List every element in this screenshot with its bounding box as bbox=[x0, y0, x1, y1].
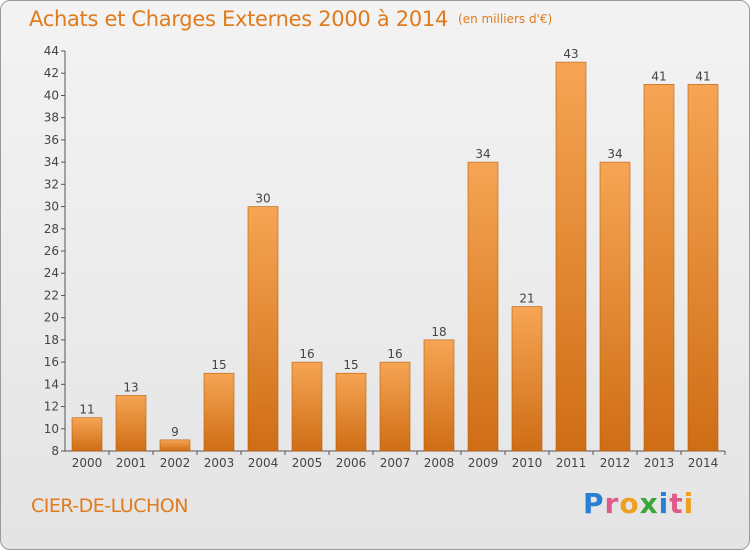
data-label-2003: 15 bbox=[211, 358, 226, 372]
y-tick-label: 26 bbox=[44, 244, 59, 258]
data-label-2014: 41 bbox=[695, 69, 710, 83]
bar-2001 bbox=[115, 395, 147, 452]
data-label-2005: 16 bbox=[299, 347, 314, 361]
data-label-2007: 16 bbox=[387, 347, 402, 361]
x-tick-label: 2014 bbox=[688, 456, 719, 470]
data-label-2001: 13 bbox=[123, 380, 138, 394]
logo-letter: x bbox=[639, 487, 659, 520]
bar-2006 bbox=[335, 372, 367, 452]
y-tick-label: 28 bbox=[44, 222, 59, 236]
title-row: Achats et Charges Externes 2000 à 2014 (e… bbox=[29, 7, 552, 31]
logo-letter: i bbox=[683, 487, 695, 520]
bar-2009 bbox=[467, 161, 499, 452]
x-tick-label: 2002 bbox=[160, 456, 191, 470]
logo-letter: t bbox=[669, 487, 684, 520]
y-tick-label: 30 bbox=[44, 200, 59, 214]
data-label-2002: 9 bbox=[171, 425, 179, 439]
bar-2013 bbox=[643, 84, 675, 452]
bar-2011 bbox=[555, 61, 587, 452]
data-label-2006: 15 bbox=[343, 358, 358, 372]
y-tick-label: 8 bbox=[51, 444, 59, 458]
proxiti-logo[interactable]: Proxiti bbox=[583, 487, 694, 520]
bar-2005 bbox=[291, 361, 323, 452]
data-label-2013: 41 bbox=[651, 69, 666, 83]
x-tick-label: 2010 bbox=[512, 456, 543, 470]
chart-title: Achats et Charges Externes 2000 à 2014 bbox=[29, 7, 449, 31]
data-label-2012: 34 bbox=[607, 147, 622, 161]
y-tick-label: 34 bbox=[44, 155, 59, 169]
x-tick-label: 2004 bbox=[248, 456, 279, 470]
x-tick-label: 2000 bbox=[72, 456, 103, 470]
logo-letter: o bbox=[619, 487, 640, 520]
logo-letter: i bbox=[658, 487, 670, 520]
bars bbox=[71, 61, 719, 452]
chart-subtitle: (en milliers d'€) bbox=[458, 12, 553, 26]
data-label-2011: 43 bbox=[563, 47, 578, 61]
bar-2014 bbox=[687, 84, 719, 452]
bar-2007 bbox=[379, 361, 411, 452]
x-tick-label: 2008 bbox=[424, 456, 455, 470]
y-tick-label: 10 bbox=[44, 422, 59, 436]
x-tick-label: 2001 bbox=[116, 456, 147, 470]
y-tick-label: 14 bbox=[44, 377, 59, 391]
y-tick-label: 44 bbox=[44, 44, 59, 58]
x-tick-label: 2003 bbox=[204, 456, 235, 470]
data-label-2009: 34 bbox=[475, 147, 490, 161]
bar-2008 bbox=[423, 339, 455, 452]
y-tick-label: 12 bbox=[44, 400, 59, 414]
x-tick-label: 2009 bbox=[468, 456, 499, 470]
y-tick-label: 32 bbox=[44, 177, 59, 191]
y-tick-label: 42 bbox=[44, 66, 59, 80]
y-tick-label: 36 bbox=[44, 133, 59, 147]
y-tick-label: 38 bbox=[44, 111, 59, 125]
x-tick-label: 2006 bbox=[336, 456, 367, 470]
city-name: CIER-DE-LUCHON bbox=[31, 495, 188, 517]
x-tick-label: 2013 bbox=[644, 456, 675, 470]
y-tick-label: 22 bbox=[44, 288, 59, 302]
x-tick-label: 2007 bbox=[380, 456, 411, 470]
y-tick-label: 16 bbox=[44, 355, 59, 369]
bar-2012 bbox=[599, 161, 631, 452]
x-tick-label: 2011 bbox=[556, 456, 587, 470]
y-tick-label: 24 bbox=[44, 266, 59, 280]
y-tick-label: 40 bbox=[44, 88, 59, 102]
data-label-2000: 11 bbox=[79, 403, 94, 417]
bar-2010 bbox=[511, 306, 543, 452]
data-label-2008: 18 bbox=[431, 325, 446, 339]
bar-2000 bbox=[71, 417, 103, 452]
y-tick-label: 20 bbox=[44, 311, 59, 325]
data-labels: 11 13 9 15 30 16 15 16 18 34 21 43 34 41 41 bbox=[79, 47, 710, 439]
x-tick-label: 2012 bbox=[600, 456, 631, 470]
y-tick-label: 18 bbox=[44, 333, 59, 347]
logo-letter: P bbox=[583, 487, 605, 520]
logo-letter: r bbox=[604, 487, 620, 520]
axes: 8 10 12 14 16 18 20 22 24 26 28 30 32 34 36 38 40 42 44 200… bbox=[44, 44, 726, 470]
data-label-2004: 30 bbox=[255, 192, 270, 206]
x-tick-label: 2005 bbox=[292, 456, 323, 470]
bar-2004 bbox=[247, 206, 279, 452]
bar-2003 bbox=[203, 372, 235, 452]
bar-2002 bbox=[159, 439, 191, 452]
data-label-2010: 21 bbox=[519, 292, 534, 306]
